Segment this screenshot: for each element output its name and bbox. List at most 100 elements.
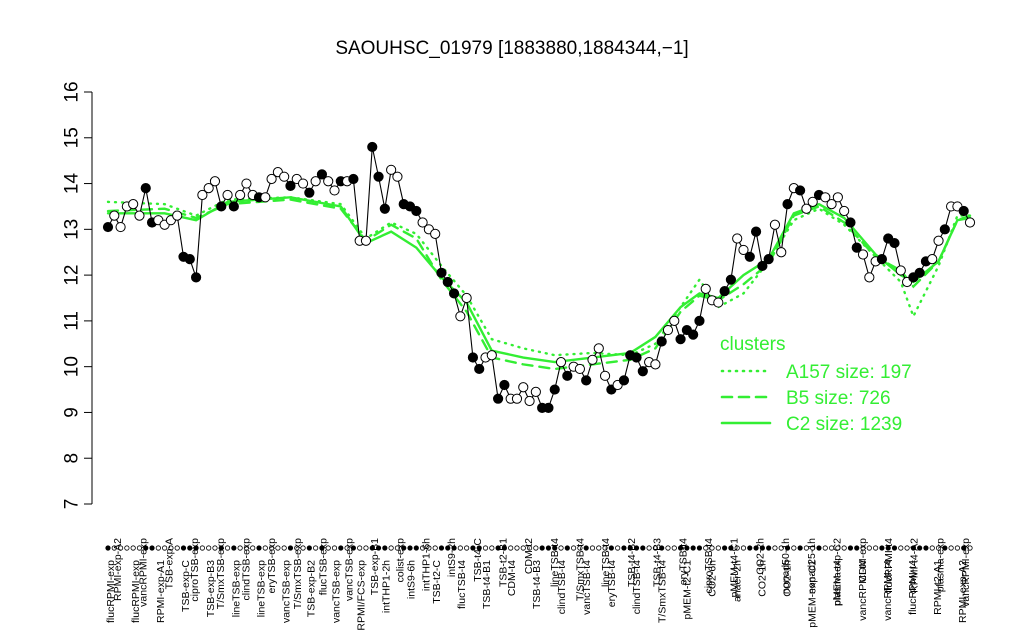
x-label-bottom: TSB-exp-C [180,560,192,612]
data-point [581,375,592,386]
rug-mark [514,545,520,551]
rug-mark [508,545,514,551]
legend-title: clusters [720,334,785,355]
data-point [738,244,749,256]
rug-mark [684,545,690,551]
x-axis-labels: RPMI-exp-A2 vancRPMI-exp TSB-exp-A ciproTSB… [105,538,972,631]
data-point [599,370,611,381]
rug-mark [375,545,382,551]
rug-mark [187,545,193,551]
data-point [669,315,680,326]
x-label-bottom: plasma-t4 [832,560,844,606]
x-label-bottom: TSB-exp-B3 [205,560,217,617]
data-point [744,251,755,262]
data-point [839,205,850,217]
data-point [914,267,925,278]
x-label-bottom: vancRPMI-t4 [857,560,869,621]
x-label-bottom: vancTSB-exp [280,560,292,623]
legend-entry: A157 size: 197 [786,362,912,383]
data-point [228,201,239,212]
x-label-bottom: flucTSB-t4 [456,560,468,609]
x-label-top: ciproTSB-t4 [703,538,715,594]
rug-mark [470,545,476,551]
x-label-top: plasma-exp [934,538,946,592]
rug-mark [841,545,847,551]
x-label-bottom: lineTSB-exp [255,560,267,617]
rug-mark [715,545,721,551]
data-point [889,237,900,249]
rug-mark [784,545,791,551]
rug-mark [910,545,916,551]
rug-mark [124,545,130,551]
x-label-bottom: lineTSB-exp [230,560,242,617]
rug-mark [136,545,143,551]
data-point [725,274,737,285]
rug-mark [558,545,564,551]
y-tick-label: 8 [62,453,83,464]
rug-mark [891,545,898,551]
rug-mark [218,545,224,551]
rug-mark [495,545,501,551]
rug-mark [627,545,633,551]
data-point [795,185,806,196]
data-point [392,171,403,182]
data-point [134,210,145,221]
rug-mark [577,545,583,551]
rug-mark [344,545,350,551]
rug-mark [149,545,155,551]
x-label-top: flucTSB-exp [318,538,330,595]
rug-mark [564,545,570,551]
rug-mark [262,545,268,551]
x-label-top: ciproTSB-exp [189,538,201,602]
x-label-bottom: TSB-exp-B2 [305,560,317,617]
x-label-bottom: RPMI-t2-A1 [932,560,944,615]
x-label-top: vancRPMI-exp [138,538,150,607]
data-point [442,276,453,288]
data-point [719,286,730,297]
rug-mark [646,545,652,551]
x-label-bottom: clindTSB-t4 [556,560,568,614]
data-point [367,141,378,153]
rug-mark [382,545,388,551]
data-point [750,226,762,237]
x-label-top: colist-exp [395,538,407,583]
rug-mark [797,545,803,551]
x-label-bottom: pMEM-t2-C1 [681,560,693,620]
data-point [297,178,309,189]
x-label-top: nonad25-1h [806,538,818,594]
x-label-top: TSB-exp-B1 [369,538,381,595]
rug-mark [652,545,659,551]
rug-mark [759,545,765,551]
rug-mark [879,545,885,551]
rug-mark [300,545,306,551]
x-label-bottom: CO2-6h [706,560,718,597]
x-label-top: intS9-2h [446,538,458,577]
x-label-top: eryTSB-exp [266,538,278,594]
cluster-line-solid [106,196,972,364]
rug-mark [212,545,218,551]
data-point [417,217,428,228]
data-point [329,185,340,196]
data-point [732,233,743,244]
x-label-top: TSB-t2-B1 [497,538,509,587]
data-point [933,235,944,246]
data-point [845,217,856,228]
data-point [782,199,793,210]
data-point [958,205,969,217]
data-point [801,203,812,214]
chart-title: SAOUHSC_01979 [1883880,1884344,−1] [335,38,688,59]
y-tick-label: 14 [62,173,83,195]
x-label-bottom: CDM-t4 [506,560,518,596]
rug-mark [778,545,784,551]
rug-mark [426,545,432,551]
x-label-top: CO2-2h [754,538,766,575]
data-point [461,292,472,304]
rug-mark [482,545,489,551]
data-point [467,352,479,363]
data-point [222,189,233,201]
rug-mark [243,545,250,551]
rug-mark [866,545,872,551]
x-label-top: T/SmxTSB-exp [292,538,304,609]
rug-mark [313,545,319,551]
